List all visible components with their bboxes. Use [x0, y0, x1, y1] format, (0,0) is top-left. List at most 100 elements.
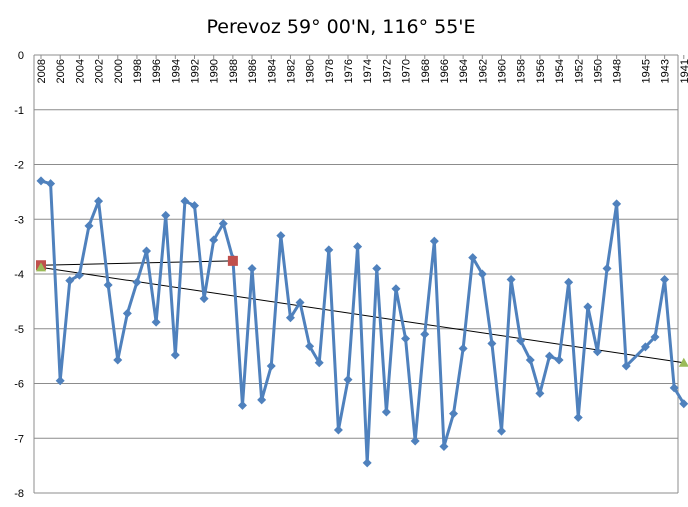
data-point — [113, 355, 123, 365]
data-point — [592, 347, 602, 357]
data-point — [55, 376, 65, 386]
data-point — [516, 336, 526, 346]
x-tick-labels: 2008 2006 2004 2002 2000 1998 1996 1994 1992 1990… — [36, 55, 688, 83]
triangle-marker — [678, 357, 688, 367]
x-tick-label: 1978 — [324, 59, 336, 83]
series-line — [40, 179, 686, 465]
data-point — [180, 196, 190, 206]
x-tick-label: 1994 — [170, 59, 182, 83]
data-point — [468, 253, 478, 263]
data-point — [353, 242, 363, 252]
x-tick-label: 1950 — [592, 59, 604, 83]
x-tick-label: 1984 — [266, 59, 278, 83]
data-point — [660, 274, 670, 284]
data-point — [612, 199, 622, 209]
data-point — [209, 235, 219, 245]
data-point — [343, 375, 353, 385]
x-tick-label: 1958 — [516, 59, 528, 83]
data-point — [247, 264, 257, 274]
x-tick-label: 1976 — [343, 59, 355, 83]
data-point — [602, 264, 612, 274]
trend-line-1 — [40, 266, 684, 364]
x-tick-label: 1992 — [190, 59, 202, 83]
data-point — [372, 264, 382, 274]
highlight-markers — [36, 255, 688, 367]
data-point — [36, 176, 46, 186]
data-point — [544, 351, 554, 361]
y-tick-label: -3 — [14, 214, 24, 226]
x-tick-label: 2008 — [36, 59, 48, 83]
data-point — [535, 388, 545, 398]
data-point — [170, 350, 180, 360]
data-point — [439, 441, 449, 451]
data-point — [65, 276, 75, 286]
x-tick-label: 2004 — [74, 59, 86, 83]
y-tick-label: -7 — [14, 433, 24, 445]
x-tick-label: 2002 — [94, 59, 106, 83]
y-tick-labels: 0 -1 -2 -3 -4 -5 -6 -7 -8 — [14, 50, 24, 500]
data-point — [583, 302, 593, 312]
x-tick-label: 2000 — [113, 59, 125, 83]
data-point — [487, 339, 497, 349]
data-point — [458, 343, 468, 353]
data-point — [94, 196, 104, 206]
data-point — [420, 329, 430, 339]
x-tick-label: 1986 — [247, 59, 259, 83]
x-tick-label: 1980 — [305, 59, 317, 83]
data-point — [266, 361, 276, 371]
data-point — [132, 277, 142, 287]
data-point — [525, 355, 535, 365]
data-point — [151, 317, 161, 327]
x-tick-label: 1962 — [477, 59, 489, 83]
data-point — [46, 179, 56, 189]
chart-title: Perevoz 59° 00'N, 116° 55'E — [206, 16, 475, 38]
x-tick-label: 1990 — [209, 59, 221, 83]
data-point — [449, 409, 459, 419]
data-point — [74, 270, 84, 280]
data-point — [640, 342, 650, 352]
trend-line-2 — [40, 260, 233, 266]
x-tick-label: 1948 — [612, 59, 624, 83]
x-tick-label: 1996 — [151, 59, 163, 83]
data-point — [497, 426, 507, 436]
y-tick-label: -1 — [14, 105, 24, 117]
data-point — [161, 210, 171, 220]
data-point — [237, 400, 247, 410]
data-point — [381, 407, 391, 417]
data-point — [257, 395, 267, 405]
data-point — [285, 313, 295, 323]
data-point — [477, 269, 487, 279]
data-point — [429, 236, 439, 246]
x-tick-label: 1968 — [420, 59, 432, 83]
y-tick-label: -5 — [14, 324, 24, 336]
data-point — [506, 274, 516, 284]
x-tick-label: 1945 — [640, 59, 652, 83]
y-tick-label: -6 — [14, 379, 24, 391]
data-point — [84, 221, 94, 231]
data-point — [314, 358, 324, 368]
y-tick-label: 0 — [18, 50, 24, 62]
data-point — [564, 277, 574, 287]
x-tick-label: 1966 — [439, 59, 451, 83]
data-point — [103, 280, 113, 290]
data-point — [190, 201, 200, 211]
x-tick-label: 1956 — [535, 59, 547, 83]
data-point — [554, 355, 564, 365]
x-tick-label: 1970 — [401, 59, 413, 83]
data-point — [199, 294, 209, 304]
series-layer — [36, 176, 688, 468]
x-tick-label: 1982 — [285, 59, 297, 83]
data-point — [573, 412, 583, 422]
data-point — [391, 284, 401, 294]
data-point — [333, 425, 343, 435]
y-tick-label: -4 — [14, 269, 24, 281]
data-point — [362, 458, 372, 468]
x-tick-label: 1960 — [497, 59, 509, 83]
x-tick-label: 1954 — [554, 59, 566, 83]
x-tick-label: 1998 — [132, 59, 144, 83]
data-point — [324, 245, 334, 255]
x-tick-label: 1972 — [381, 59, 393, 83]
x-tick-label: 1988 — [228, 59, 240, 83]
y-tick-label: -8 — [14, 488, 24, 500]
x-tick-label: 2006 — [55, 59, 67, 83]
